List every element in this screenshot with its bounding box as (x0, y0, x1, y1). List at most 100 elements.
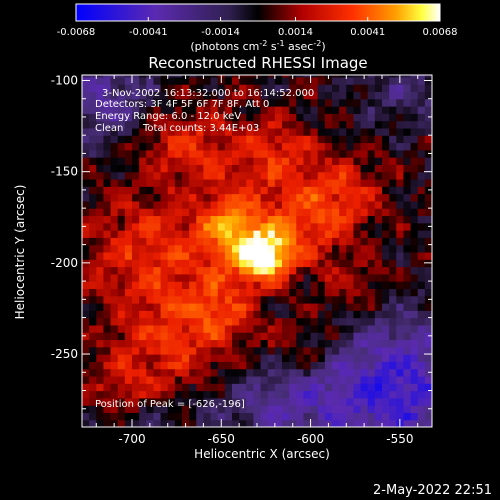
heatmap-cell (403, 332, 412, 341)
heatmap-cell (124, 142, 133, 151)
heatmap-cell (167, 266, 176, 275)
heatmap-cell (353, 339, 362, 348)
heatmap-cell (274, 142, 283, 151)
heatmap-cell (324, 368, 333, 377)
heatmap-cell (146, 76, 155, 85)
heatmap-cell (232, 157, 240, 165)
heatmap-cell (310, 171, 319, 180)
heatmap-cell (403, 142, 412, 151)
heatmap-cell (410, 244, 419, 253)
heatmap-cell (389, 193, 397, 202)
heatmap-cell (346, 324, 355, 333)
heatmap-cell (289, 259, 297, 268)
heatmap-cell (110, 332, 119, 341)
heatmap-cell (360, 120, 369, 129)
heatmap-cell (224, 127, 233, 136)
heatmap-cell (167, 390, 176, 399)
heatmap-cell (403, 361, 412, 370)
heatmap-cell (382, 288, 390, 297)
heatmap-cell (410, 193, 419, 202)
heatmap-cell (296, 375, 305, 384)
heatmap-cell (274, 397, 283, 406)
heatmap-cell (246, 339, 255, 348)
heatmap-cell (317, 361, 326, 370)
heatmap-cell (332, 281, 340, 289)
heatmap-cell (167, 164, 176, 173)
heatmap-cell (267, 135, 276, 144)
y-tick-label: -250 (51, 347, 78, 361)
heatmap-cell (367, 222, 376, 231)
heatmap-cell (224, 412, 233, 421)
heatmap-cell (317, 200, 326, 209)
heatmap-cell (174, 346, 183, 355)
heatmap-cell (332, 295, 340, 304)
heatmap-cell (196, 383, 205, 392)
heatmap-cell (153, 98, 162, 107)
heatmap-cell (82, 171, 90, 180)
heatmap-cell (303, 237, 312, 246)
heatmap-cell (246, 405, 255, 414)
heatmap-cell (389, 135, 397, 144)
heatmap-cell (367, 149, 376, 158)
heatmap-cell (89, 171, 97, 180)
heatmap-cell (246, 215, 255, 224)
heatmap-cell (203, 346, 212, 355)
heatmap-cell (374, 361, 383, 370)
heatmap-cell (332, 113, 340, 122)
heatmap-cell (303, 76, 312, 85)
heatmap-cell (217, 281, 226, 289)
heatmap-cell (153, 120, 162, 129)
heatmap-cell (310, 193, 319, 202)
heatmap-cell (132, 98, 140, 107)
heatmap-cell (289, 383, 297, 392)
heatmap-cell (232, 354, 240, 362)
heatmap-cell (410, 390, 419, 399)
heatmap-cell (282, 251, 290, 260)
heatmap-cell (232, 237, 240, 246)
heatmap-cell (274, 339, 283, 348)
heatmap-cell (203, 84, 212, 93)
heatmap-cell (232, 135, 240, 144)
heatmap-cell (189, 317, 197, 326)
heatmap-cell (267, 310, 276, 319)
colorbar (75, 3, 441, 22)
heatmap-cell (267, 237, 276, 246)
heatmap-cell (253, 361, 262, 370)
heatmap-cell (139, 339, 147, 348)
heatmap-cell (203, 171, 212, 180)
heatmap-cell (310, 244, 319, 253)
heatmap-cell (153, 419, 162, 427)
heatmap-cell (353, 375, 362, 384)
heatmap-cell (110, 193, 119, 202)
heatmap-cell (82, 361, 90, 370)
heatmap-cell (417, 171, 426, 180)
heatmap-cell (303, 178, 312, 187)
heatmap-cell (96, 266, 105, 275)
heatmap-cell (82, 230, 90, 238)
heatmap-cell (167, 405, 176, 414)
heatmap-cell (124, 419, 133, 427)
heatmap-cell (332, 76, 340, 85)
heatmap-cell (224, 368, 233, 377)
heatmap-cell (96, 193, 105, 202)
heatmap-cell (260, 397, 269, 406)
heatmap-cell (89, 419, 97, 427)
heatmap-cell (382, 244, 390, 253)
heatmap-cell (396, 178, 405, 187)
heatmap-cell (382, 302, 390, 311)
heatmap-cell (367, 215, 376, 224)
heatmap-cell (417, 361, 426, 370)
heatmap-cell (396, 281, 405, 289)
heatmap-cell (274, 127, 283, 136)
heatmap-cell (182, 361, 190, 370)
heatmap-cell (310, 281, 319, 289)
heatmap-cell (274, 171, 283, 180)
heatmap-cell (153, 91, 162, 100)
colorbar-units-mid: s (267, 40, 276, 53)
heatmap-cell (260, 368, 269, 377)
heatmap-cell (132, 84, 140, 93)
heatmap-cell (346, 361, 355, 370)
heatmap-cell (374, 171, 383, 180)
heatmap-cell (82, 142, 90, 151)
heatmap-cell (89, 273, 97, 282)
